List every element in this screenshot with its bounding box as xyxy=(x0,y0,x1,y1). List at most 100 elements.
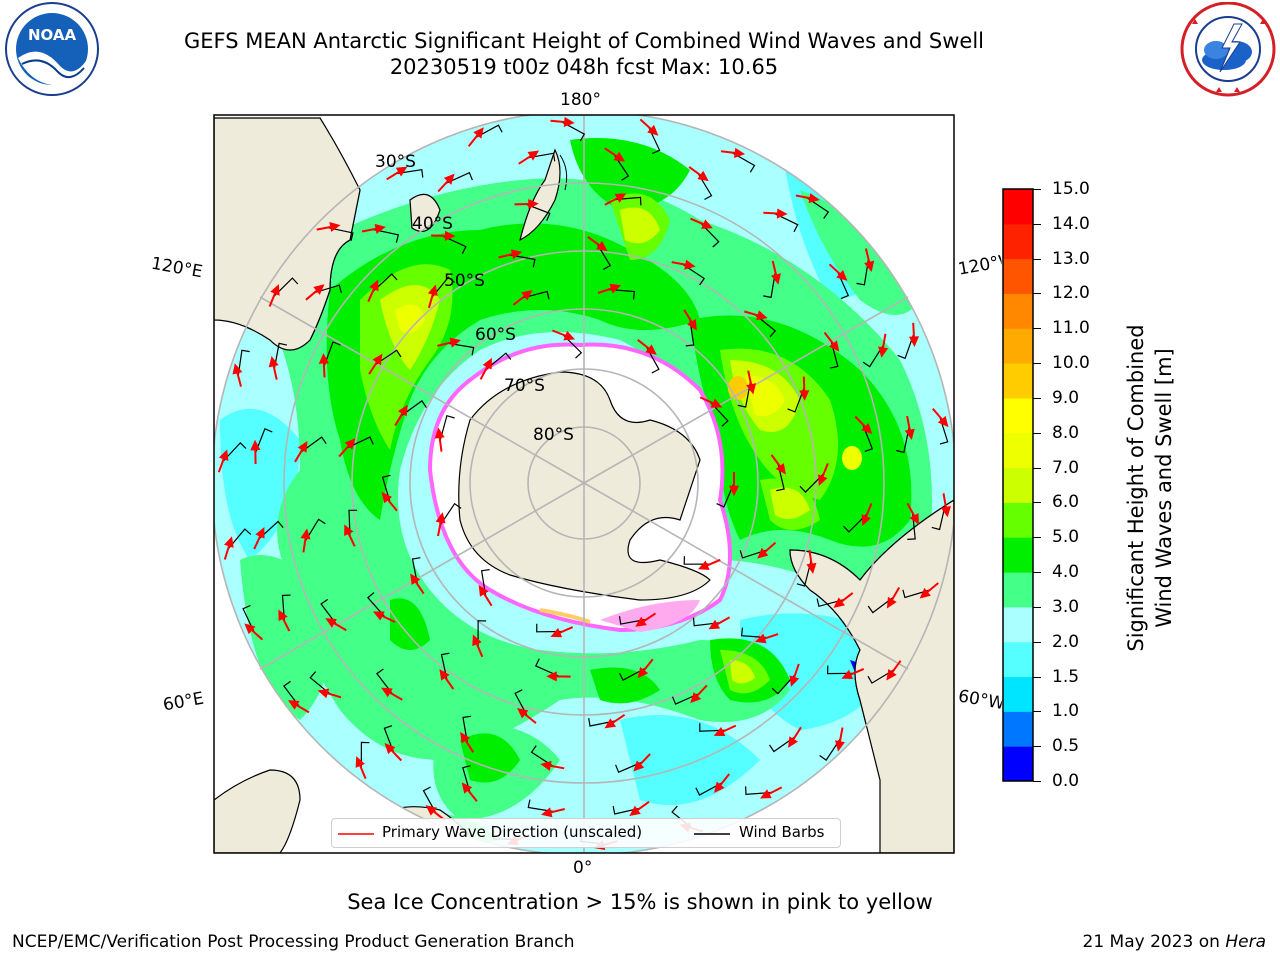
wind-barb xyxy=(475,124,503,139)
wind-barb xyxy=(939,416,949,445)
wave-direction-arrow xyxy=(919,582,939,599)
wave-direction-arrow xyxy=(714,773,730,794)
wave-direction-arrow xyxy=(788,726,802,748)
wave-direction-arrow xyxy=(410,573,425,595)
wave-direction-arrow xyxy=(516,707,537,724)
colorbar-tick-label: 3.0 xyxy=(1052,596,1080,617)
wind-barb xyxy=(360,741,370,769)
wind-barb xyxy=(273,342,288,370)
colorbar-tick-label: 5.0 xyxy=(1052,527,1080,548)
wave-direction-arrow xyxy=(268,284,280,307)
wave-direction-arrow xyxy=(253,527,265,550)
wind-barb xyxy=(740,627,768,639)
wave-direction-arrow xyxy=(460,731,475,753)
wind-barb xyxy=(826,665,854,675)
wind-barb xyxy=(763,271,776,299)
wave-direction-arrow xyxy=(635,612,657,627)
wave-direction-arrow xyxy=(373,611,396,623)
wind-barb xyxy=(608,288,636,300)
colorbar xyxy=(1002,188,1034,782)
wave-direction-arrow xyxy=(381,687,403,701)
wave-direction-arrow xyxy=(300,528,311,553)
wave-direction-arrow xyxy=(744,310,768,321)
colorbar-bin xyxy=(1003,363,1033,399)
wind-barb xyxy=(700,222,720,248)
colorbar-bin xyxy=(1003,572,1033,608)
wind-barb xyxy=(381,474,391,503)
wave-direction-arrow xyxy=(514,198,539,210)
colorbar-tick-label: 13.0 xyxy=(1052,248,1090,269)
wind-barb xyxy=(692,617,721,627)
wave-direction-arrow xyxy=(708,616,731,630)
wave-direction-arrow xyxy=(498,249,523,260)
wind-barb xyxy=(314,284,342,294)
wave-direction-arrow xyxy=(639,118,659,136)
wind-barb xyxy=(856,259,870,286)
wave-direction-arrow xyxy=(633,753,651,772)
wind-barb xyxy=(695,782,723,796)
wind-barb xyxy=(242,604,255,633)
wave-direction-arrow xyxy=(268,355,279,380)
colorbar-tick-label: 6.0 xyxy=(1052,492,1080,513)
wind-barb xyxy=(367,592,386,618)
wind-barb xyxy=(237,349,250,377)
wind-barb xyxy=(439,502,462,526)
colorbar-tick xyxy=(1033,363,1041,365)
wind-barb xyxy=(485,352,512,371)
wave-direction-arrow xyxy=(338,438,356,458)
wave-direction-arrow xyxy=(368,353,383,375)
wave-direction-arrow xyxy=(394,404,408,427)
wind-barb xyxy=(300,436,327,453)
wind-barb xyxy=(534,658,560,678)
wave-direction-arrow xyxy=(550,116,575,127)
colorbar-bin xyxy=(1003,502,1033,538)
wave-direction-arrow xyxy=(757,541,777,559)
footer-left: NCEP/EMC/Verification Post Processing Pr… xyxy=(12,932,575,952)
lat-label-40s: 40°S xyxy=(412,214,453,234)
wave-direction-arrow xyxy=(835,727,845,752)
wave-direction-arrow xyxy=(431,230,456,241)
map-frame xyxy=(213,114,955,854)
wave-direction-arrow xyxy=(841,667,865,680)
wind-barb xyxy=(562,334,583,359)
wave-direction-arrow xyxy=(217,449,229,473)
wave-direction-arrow xyxy=(278,609,291,632)
colorbar-bin xyxy=(1003,537,1033,573)
nws-logo-icon xyxy=(1180,2,1276,97)
colorbar-title-line2: Wind Waves and Swell [m] xyxy=(1152,348,1176,628)
wave-direction-arrow xyxy=(546,671,571,682)
wave-direction-arrow xyxy=(637,658,654,679)
wind-barb xyxy=(445,171,473,184)
wave-direction-arrow xyxy=(250,439,261,465)
wave-direction-arrow xyxy=(789,663,800,687)
lon-label-180: 180° xyxy=(560,90,601,110)
wave-direction-arrow xyxy=(479,357,492,380)
wind-barb xyxy=(682,263,706,286)
wave-direction-arrow xyxy=(472,634,484,658)
wind-barb xyxy=(372,228,400,243)
wave-direction-arrow xyxy=(629,800,650,816)
wind-barb xyxy=(902,589,930,599)
wind-barb xyxy=(396,169,424,178)
new-zealand-land xyxy=(519,148,561,242)
wind-barb xyxy=(612,805,641,815)
wind-barb xyxy=(737,381,752,408)
wind-barb xyxy=(527,152,556,162)
colorbar-tick-label: 8.0 xyxy=(1052,422,1080,443)
wind-barb xyxy=(614,196,642,206)
wave-direction-arrow xyxy=(325,618,347,632)
wave-direction-arrow xyxy=(833,592,854,608)
wind-barb xyxy=(745,786,772,796)
wind-barb xyxy=(806,197,830,219)
wave-direction-arrow xyxy=(886,586,901,609)
wind-barb xyxy=(477,620,487,647)
wind-barb xyxy=(462,765,471,793)
wind-barb xyxy=(771,673,796,695)
wind-barb xyxy=(561,121,586,142)
map-legend: Primary Wave Direction (unscaled) Wind B… xyxy=(331,818,841,848)
wave-direction-arrow xyxy=(552,329,576,341)
wind-barb xyxy=(685,319,695,347)
wave-direction-arrow xyxy=(518,150,540,165)
wave-direction-arrow xyxy=(355,756,367,779)
wind-barb xyxy=(422,786,437,814)
